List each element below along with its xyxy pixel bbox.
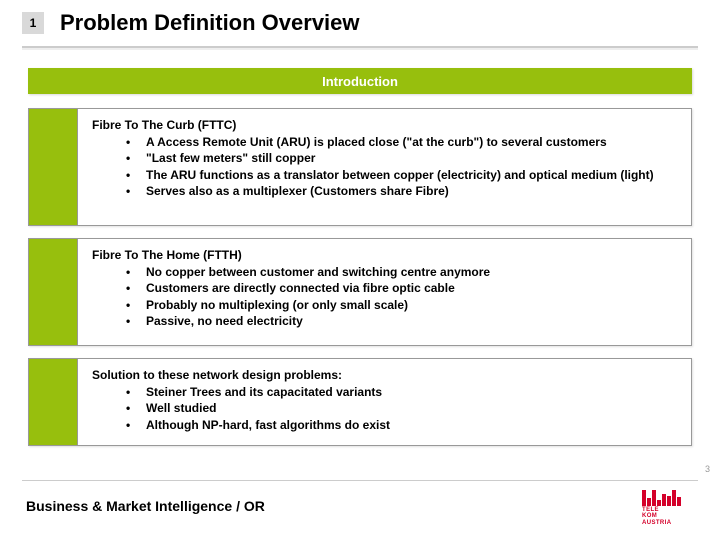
slide-number: 1: [30, 16, 37, 30]
logo-bar: [662, 494, 666, 506]
logo-line3: AUSTRIA: [642, 520, 694, 526]
bullet-list: Steiner Trees and its capacitated varian…: [92, 384, 679, 433]
footer-rule: [22, 480, 698, 481]
bullet-item: Passive, no need electricity: [126, 313, 679, 329]
brand-logo: TELE KOM AUSTRIA: [642, 490, 694, 524]
bullet-item: Steiner Trees and its capacitated varian…: [126, 384, 679, 400]
logo-bar: [667, 496, 671, 506]
logo-bar: [652, 490, 656, 506]
logo-bar: [672, 490, 676, 506]
block-accent: [28, 238, 78, 346]
page-title: Problem Definition Overview: [60, 10, 360, 36]
logo-bar: [647, 498, 651, 506]
block-body: Fibre To The Home (FTTH)No copper betwee…: [78, 238, 692, 346]
bullet-item: A Access Remote Unit (ARU) is placed clo…: [126, 134, 679, 150]
bullet-list: No copper between customer and switching…: [92, 264, 679, 329]
bullet-item: The ARU functions as a translator betwee…: [126, 167, 679, 183]
logo-bar: [677, 497, 681, 506]
bullet-item: Serves also as a multiplexer (Customers …: [126, 183, 679, 199]
footer-text: Business & Market Intelligence / OR: [26, 498, 265, 514]
bullet-item: Customers are directly connected via fib…: [126, 280, 679, 296]
logo-text: TELE KOM AUSTRIA: [642, 507, 694, 526]
content-block: Fibre To The Curb (FTTC)A Access Remote …: [28, 108, 692, 226]
block-body: Solution to these network design problem…: [78, 358, 692, 446]
block-heading: Fibre To The Curb (FTTC): [92, 117, 679, 133]
bullet-item: Probably no multiplexing (or only small …: [126, 297, 679, 313]
block-heading: Solution to these network design problem…: [92, 367, 679, 383]
page-number: 3: [705, 464, 710, 474]
content-block: Solution to these network design problem…: [28, 358, 692, 446]
block-body: Fibre To The Curb (FTTC)A Access Remote …: [78, 108, 692, 226]
bullet-item: Although NP-hard, fast algorithms do exi…: [126, 417, 679, 433]
block-accent: [28, 108, 78, 226]
section-banner: Introduction: [28, 68, 692, 94]
slide-number-box: 1: [22, 12, 44, 34]
bullet-item: "Last few meters" still copper: [126, 150, 679, 166]
bullet-item: Well studied: [126, 400, 679, 416]
block-accent: [28, 358, 78, 446]
logo-bars-icon: [642, 490, 694, 506]
bullet-list: A Access Remote Unit (ARU) is placed clo…: [92, 134, 679, 199]
content-block: Fibre To The Home (FTTH)No copper betwee…: [28, 238, 692, 346]
title-underline: [22, 46, 698, 50]
logo-bar: [657, 500, 661, 506]
block-heading: Fibre To The Home (FTTH): [92, 247, 679, 263]
banner-label: Introduction: [322, 74, 398, 89]
logo-bar: [642, 490, 646, 506]
bullet-item: No copper between customer and switching…: [126, 264, 679, 280]
